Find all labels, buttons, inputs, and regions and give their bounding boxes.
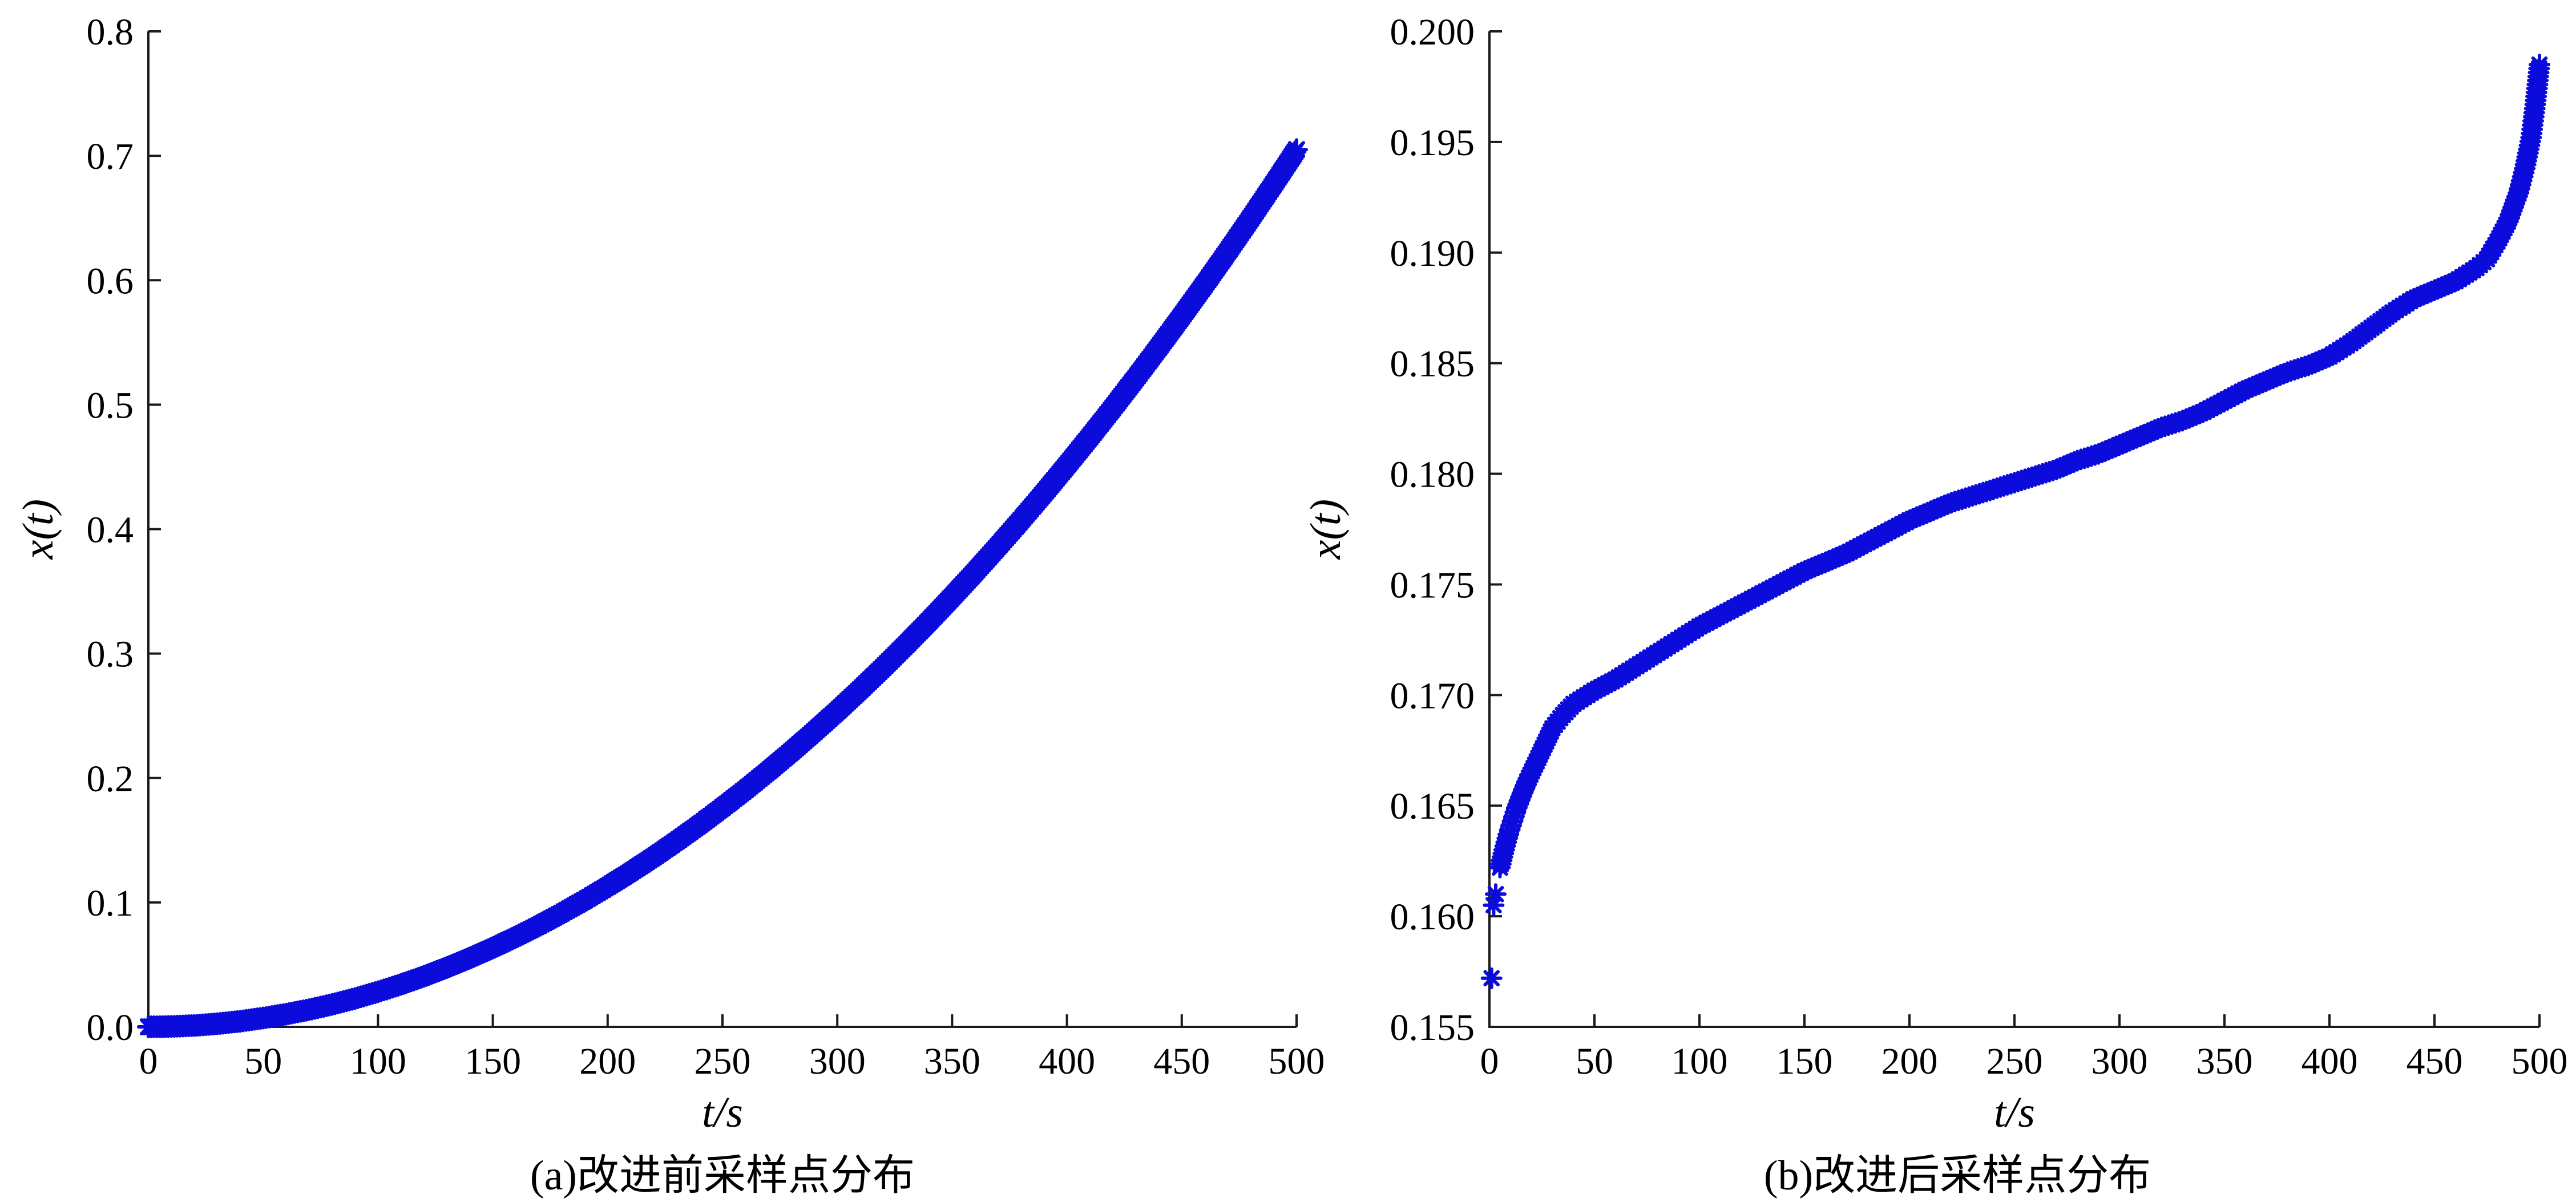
x-tick-label: 0 [1480,1041,1499,1082]
y-tick-label: 0.7 [87,136,134,177]
y-tick-label: 0.180 [1390,454,1475,496]
y-tick-label: 0.170 [1390,675,1475,717]
y-axis-label: x(t) [1302,499,1350,560]
caption-chart-b: (b)改进后采样点分布 [1763,1152,2151,1199]
data-markers [137,138,1308,1038]
caption-chart-a: (a)改进前采样点分布 [530,1152,915,1199]
y-tick-label: 0.8 [87,11,134,53]
x-tick-label: 500 [2512,1041,2568,1082]
x-tick-label: 350 [2197,1041,2253,1082]
y-tick-label: 0.1 [87,883,134,924]
x-tick-label: 300 [809,1041,866,1082]
y-axis-label: x(t) [14,499,62,560]
x-tick-label: 100 [350,1041,406,1082]
y-tick-label: 0.200 [1390,11,1475,53]
x-tick-label: 200 [1881,1041,1938,1082]
x-tick-label: 50 [1576,1041,1613,1082]
x-tick-label: 0 [139,1041,158,1082]
y-tick-label: 0.160 [1390,896,1475,938]
data-markers [1480,54,2550,989]
x-tick-label: 150 [465,1041,521,1082]
x-tick-label: 150 [1776,1041,1833,1082]
x-tick-label: 450 [1153,1041,1210,1082]
x-axis-label: t/s [702,1088,743,1136]
y-tick-label: 0.175 [1390,564,1475,606]
y-tick-label: 0.5 [87,385,134,426]
axes-spines [147,31,1297,1028]
x-tick-label: 200 [579,1041,636,1082]
x-tick-label: 100 [1671,1041,1728,1082]
x-tick-label: 350 [924,1041,980,1082]
chart-b: 0 50 100 150 200 250 300 350 400 450 500 0.155 0.160… [1302,11,2568,1136]
y-tick-label: 0.3 [87,634,134,675]
y-tick-label: 0.2 [87,758,134,800]
axis-ticks [1488,30,2541,1028]
y-tick-label: 0.155 [1390,1007,1475,1049]
x-tick-label: 500 [1269,1041,1325,1082]
y-tick-label: 0.165 [1390,786,1475,827]
axis-ticks [147,30,1298,1028]
y-tick-label: 0.190 [1390,233,1475,274]
x-tick-label: 250 [695,1041,751,1082]
x-tick-label: 400 [1039,1041,1095,1082]
x-tick-label: 50 [244,1041,282,1082]
x-tick-label: 300 [2092,1041,2148,1082]
y-tick-label: 0.6 [87,260,134,302]
x-tick-label: 400 [2302,1041,2358,1082]
x-tick-label: 450 [2407,1041,2463,1082]
y-tick-label: 0.4 [87,509,134,551]
x-tick-label: 250 [1986,1041,2043,1082]
chart-a: 0 50 100 150 200 250 300 350 400 450 500 0.0 0.1 0.2 0… [14,11,1325,1136]
y-tick-label: 0.0 [87,1007,134,1049]
x-axis-label: t/s [1994,1088,2035,1136]
axes-spines [1488,31,2539,1028]
y-tick-label: 0.185 [1390,343,1475,385]
y-tick-label: 0.195 [1390,122,1475,164]
